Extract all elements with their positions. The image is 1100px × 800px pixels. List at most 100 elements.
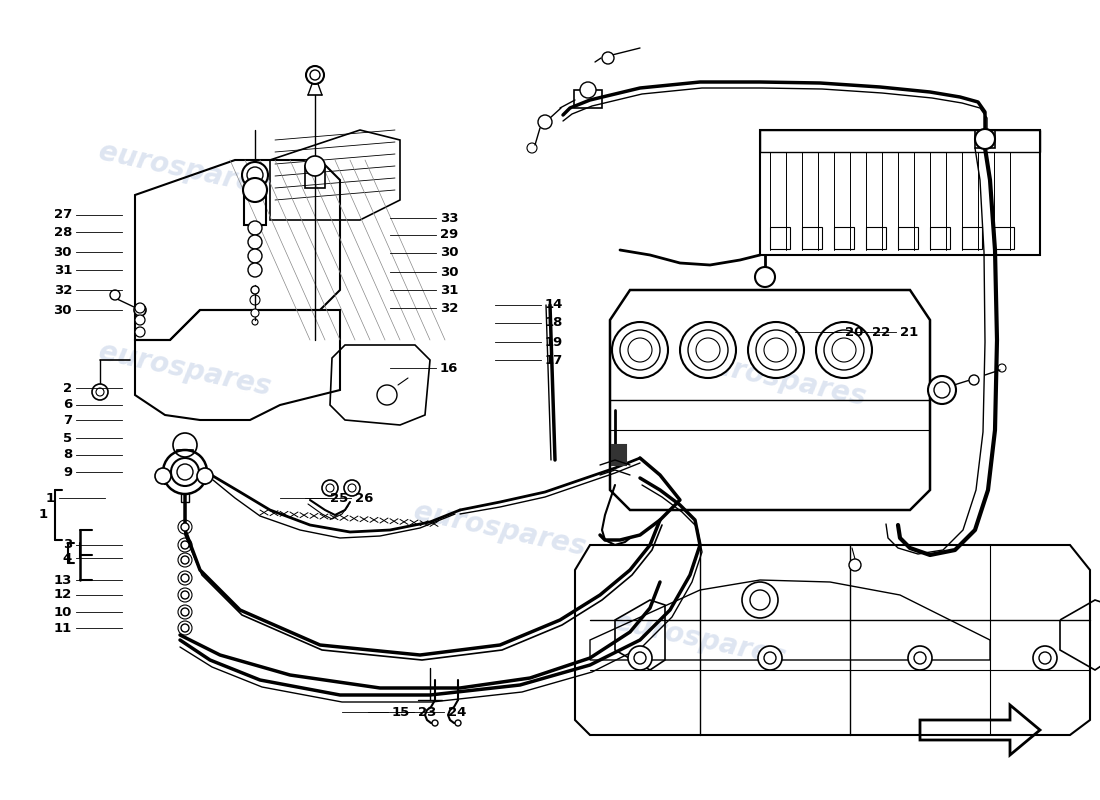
Circle shape [310, 70, 320, 80]
Circle shape [110, 290, 120, 300]
Circle shape [182, 591, 189, 599]
Text: eurospares: eurospares [97, 138, 274, 202]
Circle shape [182, 556, 189, 564]
Bar [962, 227, 982, 249]
Circle shape [969, 375, 979, 385]
Text: 31: 31 [440, 283, 459, 297]
Bar [898, 227, 918, 249]
Text: 1: 1 [39, 509, 48, 522]
Circle shape [242, 162, 268, 188]
Text: 28: 28 [54, 226, 72, 238]
Circle shape [305, 156, 324, 176]
Circle shape [580, 82, 596, 98]
Bar [574, 90, 602, 108]
Text: 12: 12 [54, 589, 72, 602]
Circle shape [177, 464, 192, 480]
Text: eurospares: eurospares [691, 348, 869, 412]
Bar [760, 130, 1040, 255]
Bar [770, 227, 790, 249]
Circle shape [538, 115, 552, 129]
Bar [834, 227, 854, 249]
Circle shape [96, 388, 104, 396]
Circle shape [764, 652, 776, 664]
Text: 30: 30 [440, 246, 459, 259]
Circle shape [248, 221, 262, 235]
Circle shape [182, 541, 189, 549]
Circle shape [248, 235, 262, 249]
Circle shape [134, 304, 146, 316]
Text: 24: 24 [448, 706, 466, 718]
Circle shape [628, 338, 652, 362]
Circle shape [248, 263, 262, 277]
Circle shape [849, 559, 861, 571]
Text: 16: 16 [440, 362, 459, 374]
Circle shape [1033, 646, 1057, 670]
Text: 1: 1 [46, 491, 55, 505]
Circle shape [344, 480, 360, 496]
Text: 11: 11 [54, 622, 72, 634]
Circle shape [832, 338, 856, 362]
Circle shape [620, 330, 660, 370]
Text: 26: 26 [355, 491, 373, 505]
Text: 4: 4 [63, 551, 72, 565]
Circle shape [816, 322, 872, 378]
Text: 3: 3 [63, 538, 72, 551]
Text: 31: 31 [54, 263, 72, 277]
Circle shape [824, 330, 864, 370]
Text: 33: 33 [440, 211, 459, 225]
Circle shape [248, 249, 262, 263]
Text: 6: 6 [63, 398, 72, 411]
Text: 29: 29 [440, 229, 459, 242]
Text: 30: 30 [54, 246, 72, 258]
Text: 27: 27 [54, 209, 72, 222]
Circle shape [163, 450, 207, 494]
Circle shape [612, 322, 668, 378]
Text: 14: 14 [544, 298, 563, 311]
Text: 25: 25 [330, 491, 349, 505]
Circle shape [182, 624, 189, 632]
Circle shape [696, 338, 720, 362]
Bar [930, 227, 950, 249]
Circle shape [251, 286, 258, 294]
Circle shape [602, 52, 614, 64]
Circle shape [182, 608, 189, 616]
Circle shape [432, 720, 438, 726]
Circle shape [248, 167, 263, 183]
Bar [182, 488, 189, 502]
Text: 13: 13 [54, 574, 72, 586]
Circle shape [742, 582, 778, 618]
Text: 10: 10 [54, 606, 72, 618]
Circle shape [182, 574, 189, 582]
Bar [305, 166, 324, 188]
Circle shape [928, 376, 956, 404]
Circle shape [170, 458, 199, 486]
Bar [612, 445, 626, 465]
Text: 8: 8 [63, 449, 72, 462]
Circle shape [197, 468, 213, 484]
Text: eurospares: eurospares [612, 608, 789, 672]
Circle shape [748, 322, 804, 378]
Circle shape [135, 327, 145, 337]
Text: 20: 20 [845, 326, 864, 338]
Circle shape [975, 129, 996, 149]
Bar [177, 450, 192, 462]
Circle shape [135, 315, 145, 325]
Text: eurospares: eurospares [411, 498, 588, 562]
Circle shape [934, 382, 950, 398]
Circle shape [251, 309, 258, 317]
Circle shape [243, 178, 267, 202]
Text: 15: 15 [392, 706, 410, 718]
Circle shape [755, 267, 775, 287]
Bar [802, 227, 822, 249]
Circle shape [306, 66, 324, 84]
Circle shape [135, 303, 145, 313]
Text: 22: 22 [872, 326, 890, 338]
Text: 9: 9 [63, 466, 72, 478]
Circle shape [680, 322, 736, 378]
Bar [866, 227, 886, 249]
Circle shape [764, 338, 788, 362]
Circle shape [1040, 652, 1050, 664]
Circle shape [155, 468, 170, 484]
Text: 32: 32 [440, 302, 459, 314]
Text: 30: 30 [54, 303, 72, 317]
